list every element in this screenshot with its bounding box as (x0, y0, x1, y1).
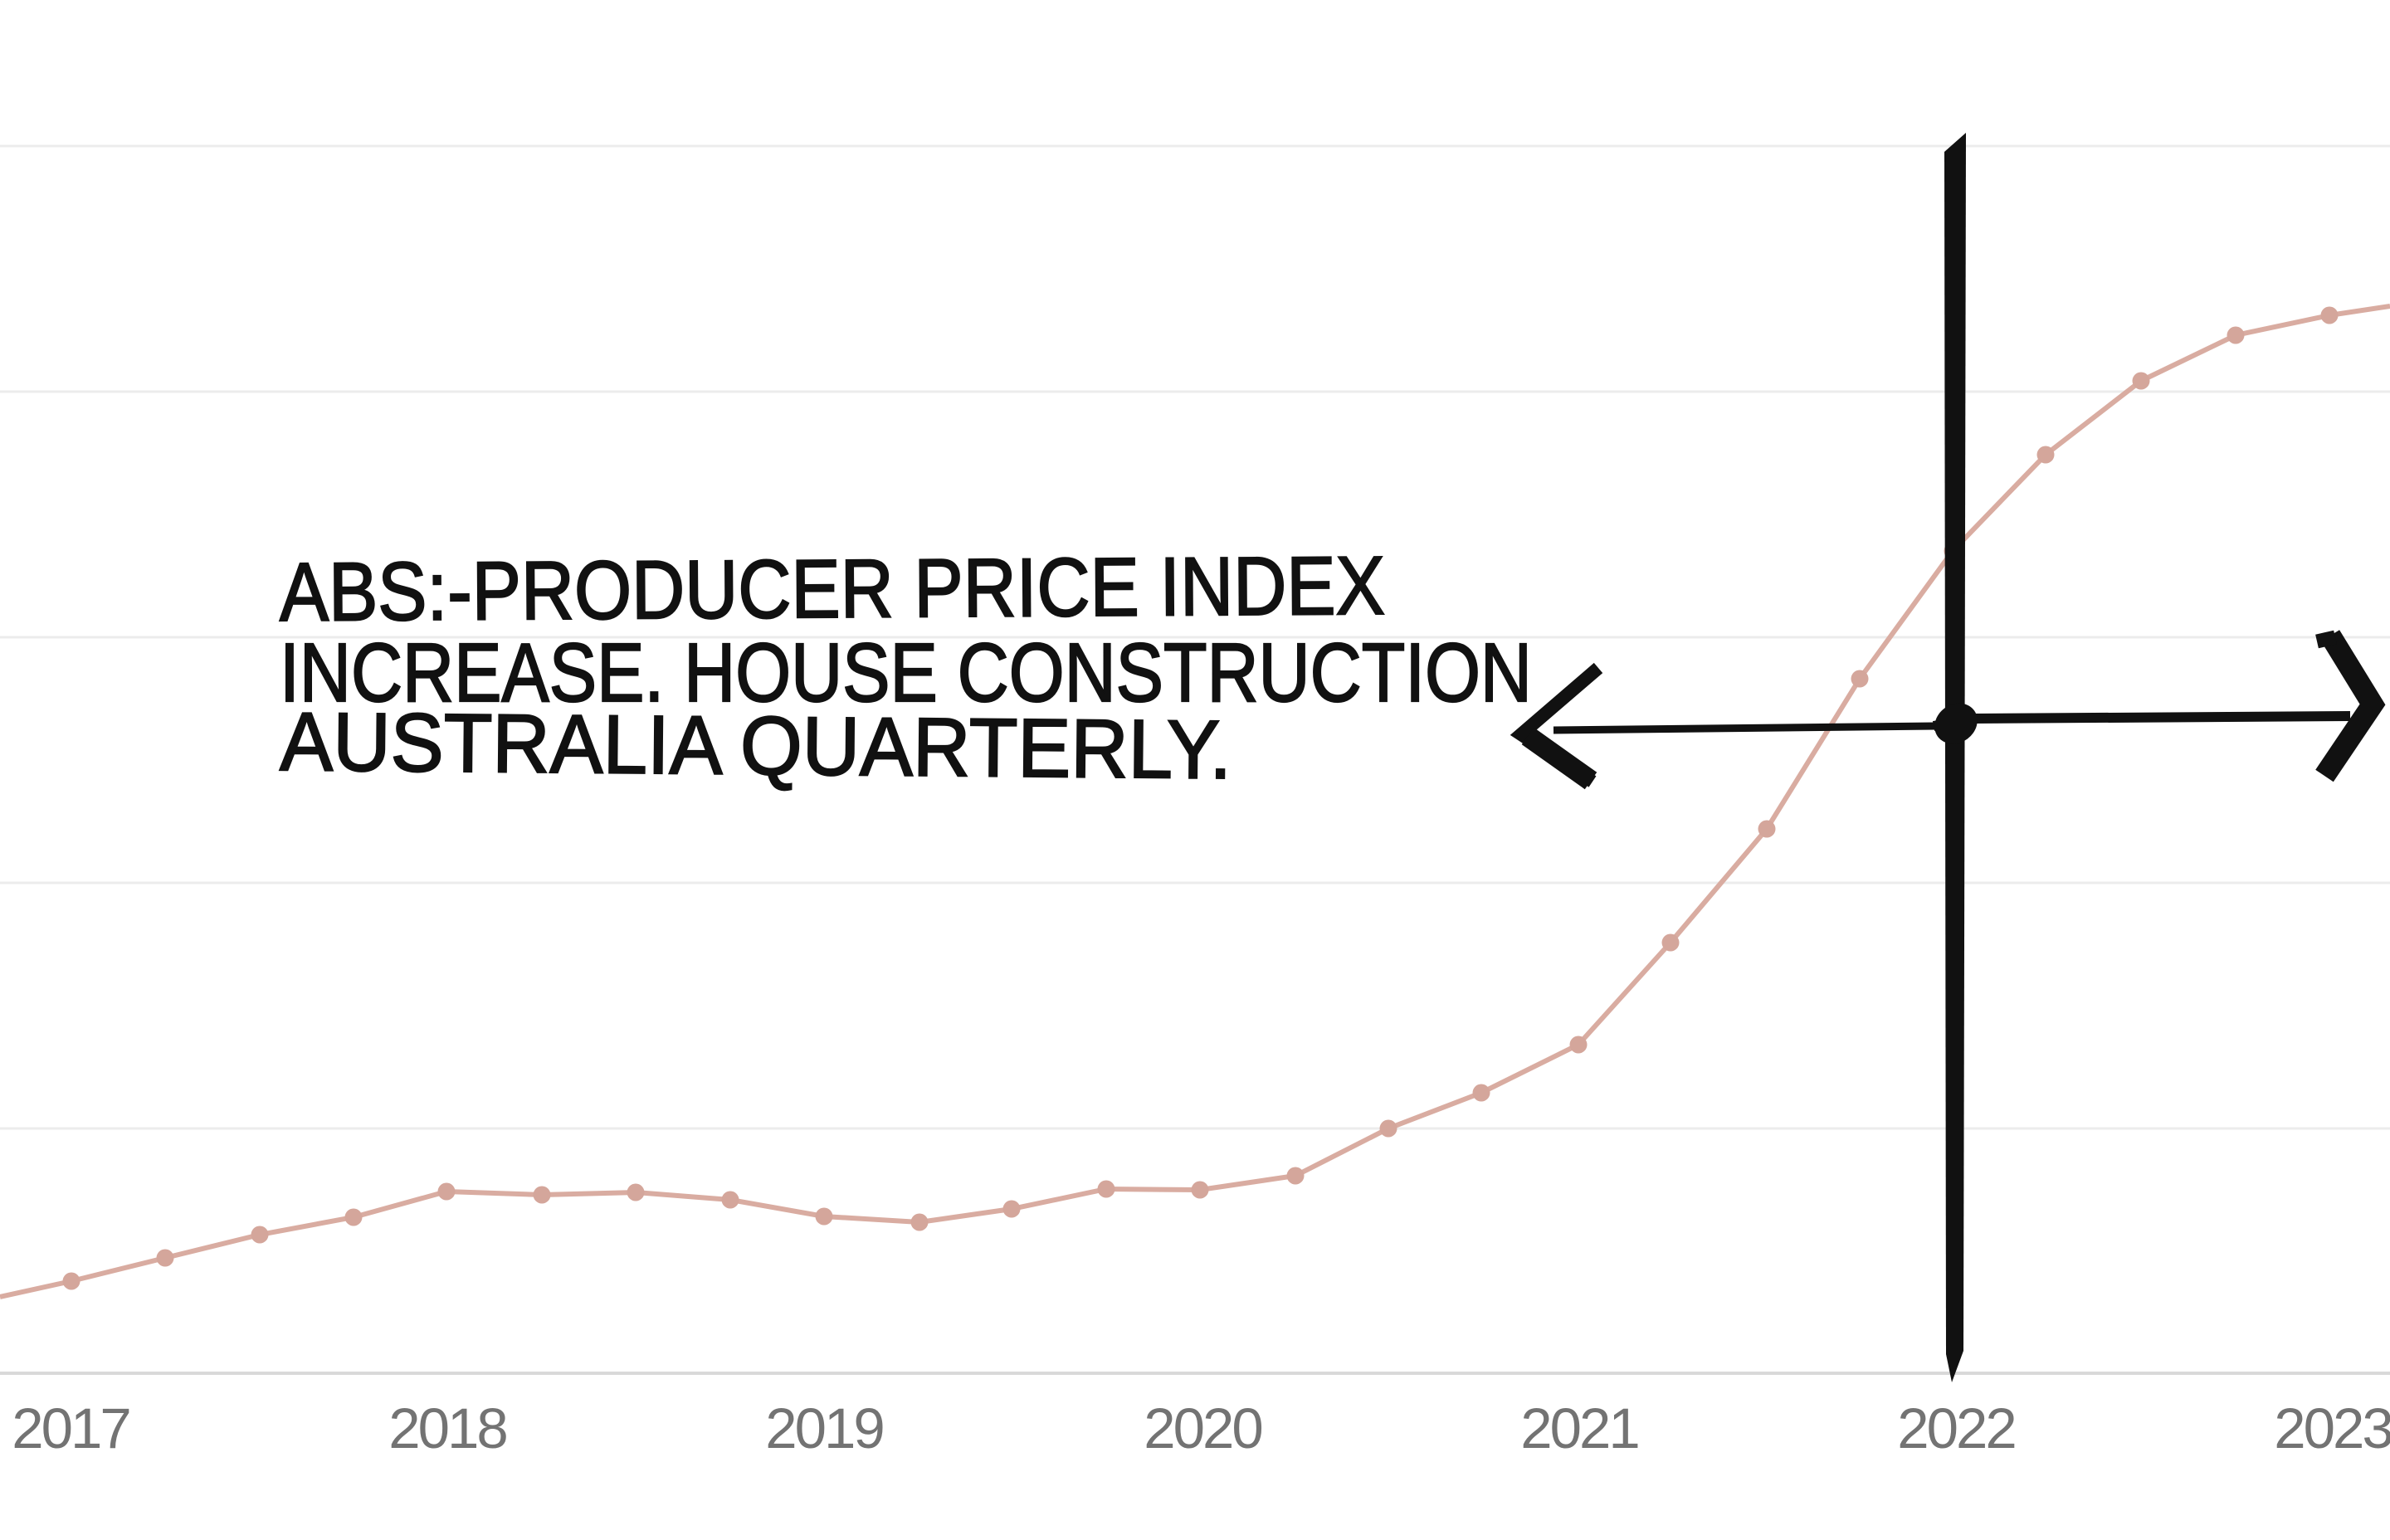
svg-text:AUSTRALIA QUARTERLY.: AUSTRALIA QUARTERLY. (280, 695, 1232, 797)
svg-text:2020: 2020 (1144, 1396, 1261, 1460)
svg-text:2017: 2017 (12, 1396, 129, 1460)
svg-text:INCREASE. HOUSE CONSTRUCTION: INCREASE. HOUSE CONSTRUCTION (280, 626, 1532, 719)
svg-text:2021: 2021 (1520, 1396, 1638, 1460)
svg-text:ABS:-PRODUCER PRICE INDEX: ABS:-PRODUCER PRICE INDEX (279, 539, 1385, 639)
svg-text:2018: 2018 (388, 1396, 506, 1460)
svg-text:2022: 2022 (1897, 1396, 2015, 1460)
svg-text:2023: 2023 (2274, 1396, 2390, 1460)
svg-text:2019: 2019 (765, 1396, 883, 1460)
